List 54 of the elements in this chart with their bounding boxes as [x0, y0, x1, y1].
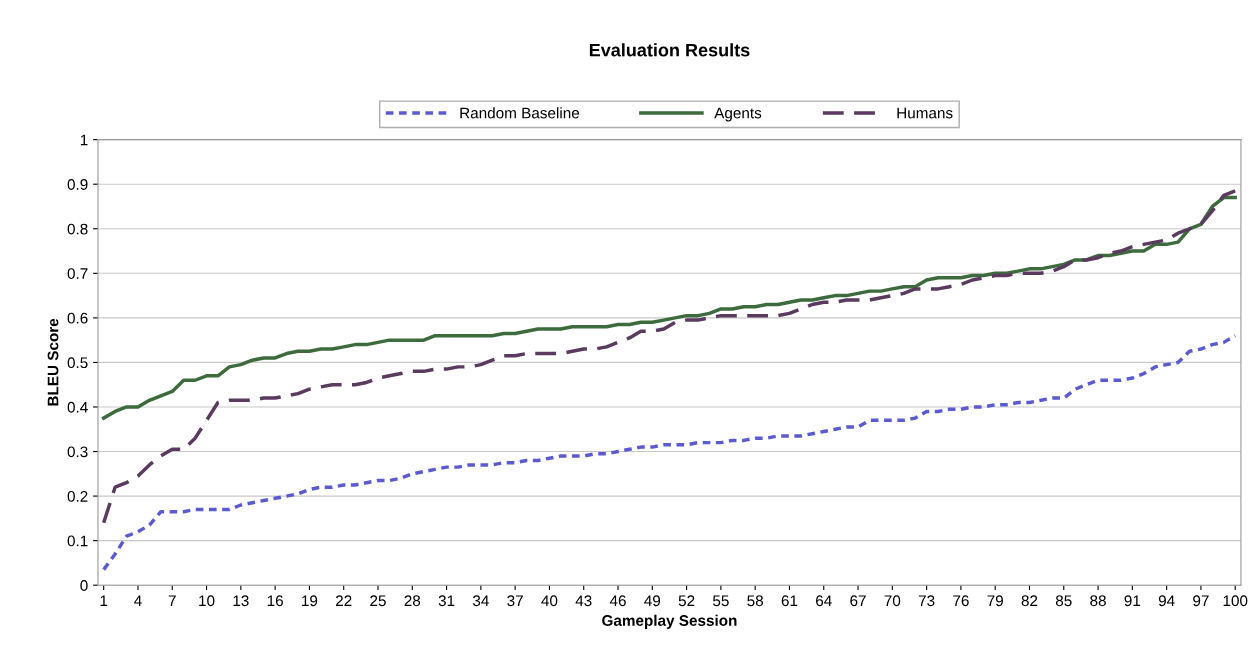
x-tick-label: 4 [134, 595, 142, 606]
line-series [101, 333, 1237, 572]
x-tick-label: 64 [816, 595, 832, 607]
y-tick-label: 0.5 [67, 357, 88, 369]
x-tick-label: 13 [233, 595, 249, 607]
line-series [101, 189, 1237, 525]
x-tick-label: 16 [267, 595, 283, 607]
x-tick-label: 25 [370, 595, 386, 607]
x-tick-label: 37 [507, 595, 523, 607]
x-tick-label: 88 [1090, 595, 1106, 607]
x-tick-label: 43 [575, 595, 592, 607]
y-tick-label: 0 [80, 580, 88, 591]
x-tick-label: 58 [747, 595, 763, 607]
legend-label: Humans [897, 107, 953, 119]
y-tick-label: 0.2 [67, 490, 88, 502]
x-tick-label: 1 [100, 595, 108, 606]
legend-label: Random Baseline [460, 107, 580, 119]
y-tick-label: 0.1 [67, 535, 88, 547]
line-series [101, 195, 1237, 420]
x-tick-label: 22 [335, 595, 352, 606]
x-tick-label: 52 [678, 595, 695, 607]
x-tick-label: 55 [713, 595, 729, 607]
x-tick-label: 46 [609, 595, 626, 607]
y-tick-label: 1 [80, 134, 88, 146]
x-tick-label: 85 [1055, 595, 1072, 607]
x-tick-label: 70 [884, 595, 901, 607]
x-tick-label: 100 [1223, 595, 1248, 607]
x-tick-label: 67 [850, 595, 866, 607]
chart-title: Evaluation Results [589, 43, 750, 57]
x-axis-title: Gameplay Session [602, 614, 737, 629]
x-tick-label: 73 [918, 595, 935, 607]
x-tick-label: 34 [472, 595, 489, 607]
x-tick-label: 7 [168, 595, 176, 606]
y-tick-label: 0.9 [67, 179, 88, 190]
x-tick-label: 10 [199, 595, 215, 607]
x-tick-label: 79 [987, 595, 1003, 607]
x-tick-label: 82 [1021, 595, 1038, 607]
x-tick-label: 94 [1158, 595, 1175, 607]
x-tick-label: 49 [644, 595, 661, 607]
x-tick-label: 61 [781, 595, 798, 607]
legend-label: Agents [714, 107, 762, 122]
y-axis-title: BLEU Score [47, 318, 59, 406]
x-tick-label: 97 [1193, 595, 1209, 607]
x-tick-label: 91 [1124, 595, 1141, 607]
x-tick-label: 19 [302, 595, 318, 607]
y-tick-label: 0.4 [67, 401, 88, 413]
x-tick-label: 31 [438, 595, 455, 607]
y-tick-label: 0.7 [67, 268, 88, 279]
y-tick-label: 0.3 [67, 446, 88, 458]
x-tick-label: 40 [541, 595, 558, 607]
x-tick-label: 76 [953, 595, 969, 607]
x-tick-label: 28 [404, 595, 421, 607]
y-tick-label: 0.6 [67, 312, 88, 324]
y-tick-label: 0.8 [67, 223, 88, 235]
